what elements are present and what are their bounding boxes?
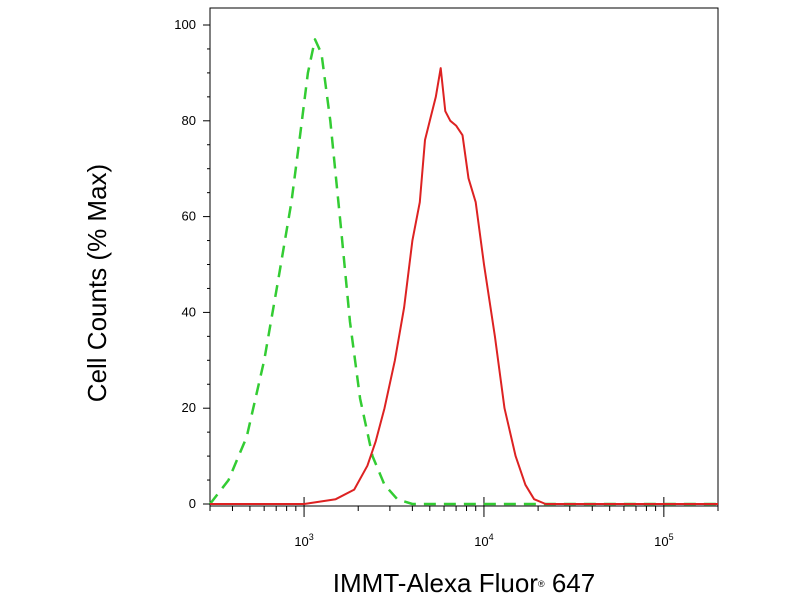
x-tick-label-base: 10 — [474, 534, 488, 549]
plot-frame — [209, 7, 719, 507]
x-axis-title: IMMT-Alexa Fluor® 647 — [333, 568, 595, 598]
x-axis-title-main: IMMT-Alexa Fluor — [333, 568, 538, 598]
x-tick-label: 103 — [294, 532, 313, 549]
x-tick-label: 104 — [474, 532, 493, 549]
y-tick-label: 80 — [182, 113, 196, 128]
x-tick-label-base: 10 — [654, 534, 668, 549]
y-axis: 0 20 40 60 80 100 — [174, 17, 210, 511]
x-axis: 103 104 105 — [209, 497, 719, 549]
x-tick-label: 105 — [654, 532, 673, 549]
x-tick-label-base: 10 — [294, 534, 308, 549]
y-axis-title: Cell Counts (% Max) — [82, 164, 112, 402]
x-tick-label-exponent: 4 — [489, 532, 494, 542]
x-tick-label-exponent: 3 — [309, 532, 314, 542]
y-tick-label: 60 — [182, 209, 196, 224]
x-axis-title-suffix: 647 — [545, 568, 596, 598]
y-tick-label: 100 — [174, 17, 196, 32]
control-series-line — [209, 38, 718, 506]
series-group — [209, 38, 718, 506]
y-tick-label: 40 — [182, 304, 196, 319]
sample-series-line — [210, 67, 718, 505]
y-tick-label: 0 — [189, 496, 196, 511]
x-tick-label-exponent: 5 — [669, 532, 674, 542]
y-tick-label: 20 — [182, 400, 196, 415]
x-axis-title-mark: ® — [538, 579, 545, 589]
